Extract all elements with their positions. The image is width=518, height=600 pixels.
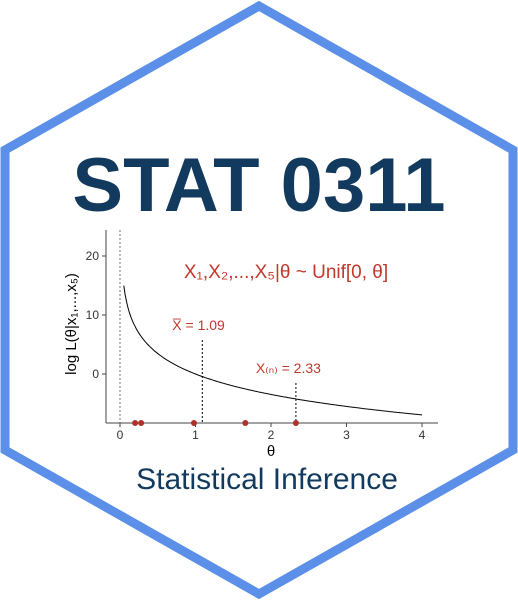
course-title: STAT 0311 bbox=[72, 143, 445, 228]
sample-point bbox=[292, 420, 299, 426]
sample-point bbox=[242, 420, 249, 426]
annotation-label: X₍ₙ₎ = 2.33 bbox=[256, 360, 321, 376]
course-subtitle: Statistical Inference bbox=[136, 463, 398, 496]
y-tick-label: 10 bbox=[86, 308, 100, 322]
annotation-label: X̅ = 1.09 bbox=[172, 317, 225, 333]
x-tick-label: 0 bbox=[117, 428, 124, 442]
likelihood-plot: log L(θ|x₁,...,x₅) θ X₁,X₂,...,X₅|θ ~ Un… bbox=[63, 230, 438, 460]
model-label: X₁,X₂,...,X₅|θ ~ Unif[0, θ] bbox=[184, 262, 388, 283]
y-tick-label: 0 bbox=[92, 367, 99, 381]
x-tick-label: 1 bbox=[192, 428, 199, 442]
x-tick-label: 2 bbox=[268, 428, 275, 442]
sample-point bbox=[190, 420, 197, 426]
x-tick-label: 3 bbox=[343, 428, 350, 442]
y-axis-label: log L(θ|x₁,...,x₅) bbox=[63, 273, 80, 375]
x-tick-label: 4 bbox=[419, 428, 426, 442]
sample-point bbox=[132, 420, 139, 426]
log-likelihood-curve bbox=[123, 285, 423, 416]
x-axis-label: θ bbox=[267, 443, 275, 460]
y-tick-label: 20 bbox=[86, 249, 100, 263]
sample-point bbox=[138, 420, 145, 426]
